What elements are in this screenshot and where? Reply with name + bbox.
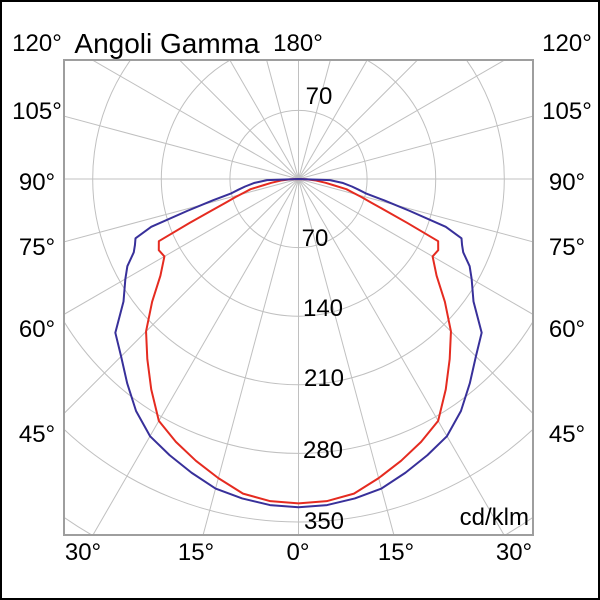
angle-label-left-45deg: 45° <box>18 421 56 448</box>
angle-label-right-45deg: 45° <box>548 421 586 448</box>
angle-label-top-center: 180° <box>273 30 323 57</box>
curves <box>114 178 483 509</box>
ring-label-3: 210 <box>303 365 345 392</box>
angle-label-right-60deg: 60° <box>548 316 586 343</box>
angle-label-right-90deg: 90° <box>548 169 586 196</box>
ring-label-1: 70 <box>301 225 329 252</box>
angle-label-left-75deg: 75° <box>18 234 56 261</box>
angle-label-left-60deg: 60° <box>18 316 56 343</box>
chart-title: Angoli Gamma <box>74 28 260 59</box>
angle-label-right-75deg: 75° <box>548 234 586 261</box>
angle-label-bottom-3: 15° <box>377 539 415 566</box>
curve-red <box>145 178 452 505</box>
ring-label-0: 70 <box>305 83 333 110</box>
angle-label-bottom-1: 15° <box>177 539 215 566</box>
angle-label-bottom-2: 0° <box>286 539 310 566</box>
curve-blue <box>114 178 483 509</box>
angle-label-left-90deg: 90° <box>18 169 56 196</box>
angle-label-left-120deg: 120° <box>12 30 62 57</box>
angle-label-right-120deg: 120° <box>542 30 592 57</box>
ring-label-5: 350 <box>303 508 345 535</box>
ring-label-4: 280 <box>302 437 344 464</box>
angle-label-left-105deg: 105° <box>12 98 62 125</box>
unit-label: cd/klm <box>459 504 529 531</box>
ring-label-2: 140 <box>302 295 344 322</box>
angle-label-right-105deg: 105° <box>542 98 592 125</box>
angle-label-bottom-4: 30° <box>495 539 533 566</box>
angle-label-bottom-0: 30° <box>64 539 102 566</box>
plot-border <box>63 59 534 536</box>
